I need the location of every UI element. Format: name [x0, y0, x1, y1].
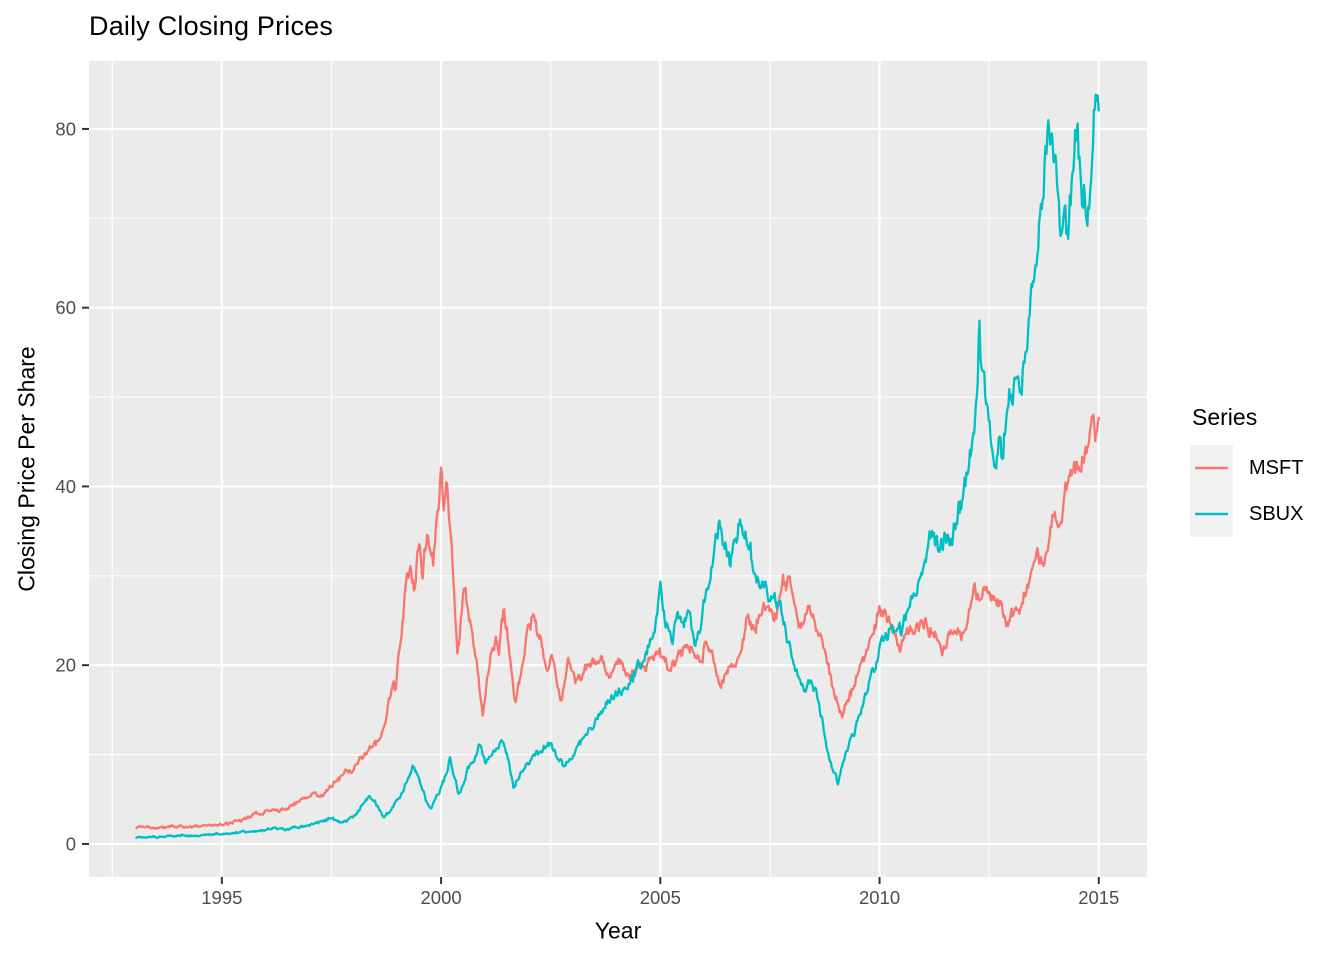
legend: Series MSFT SBUX [1190, 404, 1344, 537]
x-axis-title: Year [594, 917, 642, 944]
panel-background [89, 61, 1147, 877]
x-tick-label: 2005 [640, 887, 681, 908]
y-tick-label: 20 [55, 655, 76, 676]
series-line-sbux [135, 93, 1100, 839]
legend-title: Series [1192, 404, 1258, 430]
series-line-msft [135, 413, 1100, 830]
y-tick-label: 0 [66, 833, 76, 854]
legend-key-line-icon [1190, 491, 1233, 537]
x-tick-label: 2015 [1078, 887, 1119, 908]
legend-entries: MSFT SBUX [1190, 445, 1344, 537]
legend-key-line-icon [1190, 445, 1233, 491]
legend-entry-msft: MSFT [1190, 445, 1344, 491]
legend-entry-sbux: SBUX [1190, 491, 1344, 537]
x-tick-label: 2010 [859, 887, 900, 908]
y-tick-label: 80 [55, 118, 76, 139]
chart-title: Daily Closing Prices [89, 11, 334, 41]
y-tick-label: 60 [55, 297, 76, 318]
legend-entry-label: MSFT [1249, 456, 1304, 479]
legend-entry-label: SBUX [1249, 502, 1304, 525]
y-tick-label: 40 [55, 476, 76, 497]
y-axis-title: Closing Price Per Share [13, 346, 40, 592]
x-tick-label: 2000 [421, 887, 462, 908]
x-tick-label: 1995 [201, 887, 242, 908]
